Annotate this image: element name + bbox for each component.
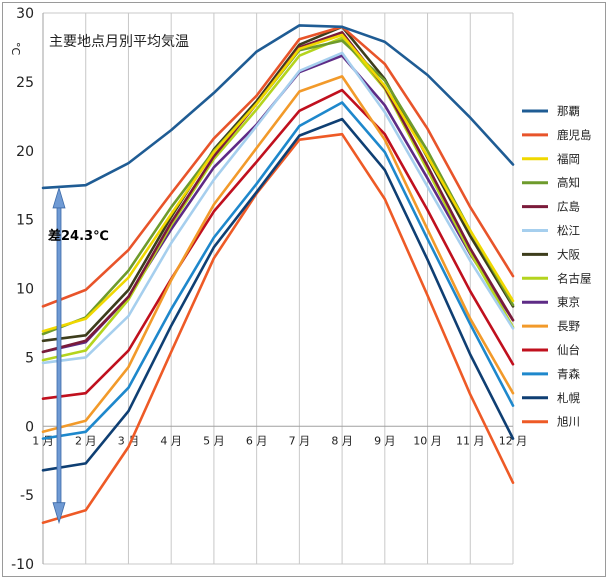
series-line bbox=[41, 117, 515, 472]
x-tick-label: 6 月 bbox=[246, 434, 268, 447]
x-tick-label: 11 月 bbox=[456, 434, 485, 447]
series-line bbox=[41, 75, 515, 434]
series-line bbox=[41, 51, 515, 365]
difference-annotation: 差24.3℃ bbox=[48, 186, 109, 525]
legend-label: 仙台 bbox=[557, 343, 580, 357]
series-line bbox=[41, 25, 515, 308]
legend-label: 高知 bbox=[557, 176, 580, 190]
x-tick-label: 5 月 bbox=[203, 434, 225, 447]
series-lines bbox=[41, 24, 515, 525]
series-line bbox=[41, 101, 515, 440]
annotation-label: 差24.3℃ bbox=[48, 228, 109, 244]
legend-label: 東京 bbox=[557, 295, 580, 309]
legend-label: 青森 bbox=[557, 367, 580, 381]
legend-label: 名古屋 bbox=[557, 271, 592, 285]
series-line bbox=[41, 24, 515, 190]
y-tick-label: 10 bbox=[16, 282, 34, 298]
y-tick-label: 0 bbox=[25, 419, 34, 435]
series-line bbox=[41, 33, 515, 333]
series-line bbox=[41, 132, 515, 525]
x-tick-label: 10 月 bbox=[413, 434, 442, 447]
x-tick-label: 2 月 bbox=[75, 434, 97, 447]
annotation-arrow-shaft bbox=[56, 205, 62, 506]
legend-label: 松江 bbox=[557, 224, 580, 238]
legend-label: 鹿児島 bbox=[557, 128, 592, 142]
y-tick-label: 15 bbox=[16, 213, 34, 229]
y-tick-label: -10 bbox=[11, 557, 34, 573]
legend-label: 広島 bbox=[557, 200, 580, 214]
legend-label: 長野 bbox=[557, 319, 580, 333]
x-tick-label: 12 月 bbox=[499, 434, 528, 447]
annotation-arrow-head-bottom bbox=[52, 502, 66, 525]
legend-label: 福岡 bbox=[557, 152, 580, 166]
y-tick-label: 30 bbox=[16, 6, 34, 22]
y-tick-label: 20 bbox=[16, 144, 34, 160]
series-line bbox=[41, 88, 515, 401]
chart-title: 主要地点月別平均気温 bbox=[49, 34, 189, 50]
x-tick-label: 9 月 bbox=[374, 434, 396, 447]
legend-label: 札幌 bbox=[557, 391, 580, 405]
series-line bbox=[41, 36, 515, 362]
y-tick-label: 5 bbox=[25, 350, 34, 366]
x-tick-label: 4 月 bbox=[160, 434, 182, 447]
y-tick-label: -5 bbox=[20, 488, 34, 504]
x-tick-label: 8 月 bbox=[331, 434, 353, 447]
legend-label: 那覇 bbox=[557, 104, 580, 118]
legend-label: 旭川 bbox=[557, 415, 580, 429]
y-tick-label: 25 bbox=[16, 75, 34, 91]
annotation-arrow-head-top bbox=[52, 186, 66, 209]
y-axis-unit: °C bbox=[9, 42, 22, 56]
legend-label: 大阪 bbox=[557, 247, 580, 261]
x-tick-label: 7 月 bbox=[289, 434, 311, 447]
